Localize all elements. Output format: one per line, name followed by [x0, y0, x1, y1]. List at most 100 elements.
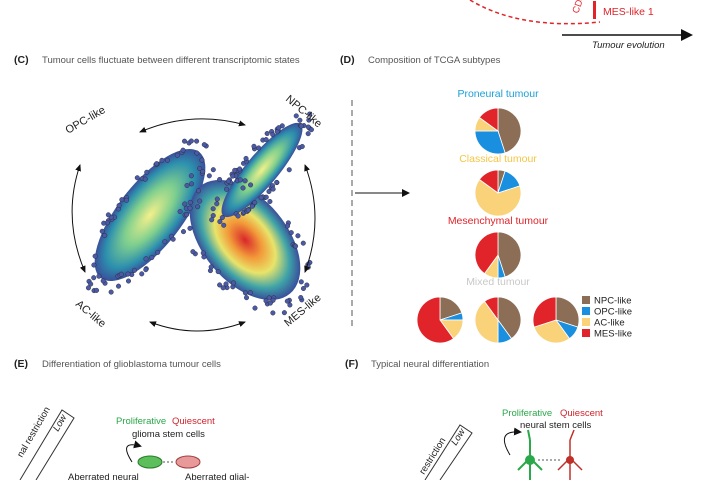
pie-slice — [497, 231, 522, 278]
cell-dot — [251, 143, 257, 149]
loop-arrow — [126, 440, 142, 463]
cell-dot — [304, 282, 310, 288]
soma — [566, 456, 574, 464]
cell-dot — [143, 267, 149, 273]
cell-dot — [266, 188, 272, 194]
cell-dot — [100, 278, 106, 284]
cell-dot — [231, 280, 237, 286]
cell-dot — [242, 178, 248, 184]
cell-dot — [300, 240, 306, 246]
cell-dot — [174, 152, 180, 158]
cell-dot — [125, 271, 131, 277]
cell-dot — [139, 271, 145, 277]
bar — [593, 1, 596, 19]
pie-slice — [497, 296, 522, 340]
pie-title: Mixed tumour — [466, 276, 530, 288]
cell-dot — [180, 147, 186, 153]
label: Aberrated neural — [68, 472, 139, 480]
cell-dot — [217, 219, 223, 225]
cell-dot — [293, 243, 299, 249]
pie-title: Proneural tumour — [457, 88, 539, 100]
legend-swatch — [582, 329, 590, 337]
cell-dot — [182, 138, 188, 144]
cell-dot — [188, 138, 194, 144]
panel-title: Typical neural differentiation — [371, 359, 489, 370]
legend-label: OPC-like — [594, 307, 632, 318]
legend-label: MES-like — [594, 329, 632, 340]
cell-dot — [165, 157, 171, 163]
cell-dot — [105, 212, 111, 218]
cell-dot — [305, 131, 311, 137]
cell-dot — [235, 213, 241, 219]
cell-dot — [123, 197, 129, 203]
cell-dot — [286, 167, 292, 173]
panel-title: Differentiation of glioblastoma tumour c… — [42, 359, 221, 370]
arrow — [71, 164, 86, 273]
cell-dot — [200, 169, 206, 175]
cell-dot — [194, 138, 200, 144]
density-blob — [94, 148, 206, 282]
cell-dot — [142, 176, 148, 182]
label: Aberrated glial- — [185, 472, 249, 480]
soma — [525, 455, 535, 465]
cell-dot — [195, 204, 201, 210]
cell-dot — [293, 113, 299, 119]
panel-title: Composition of TCGA subtypes — [368, 55, 501, 66]
cell-dot — [94, 287, 100, 293]
cell-dot — [188, 173, 194, 179]
cell-dot — [101, 220, 107, 226]
cell-dot — [194, 150, 200, 156]
state-label: MES-like 1 — [603, 6, 654, 18]
pie-slice — [474, 300, 499, 344]
pie-slice — [533, 319, 571, 344]
cell-dot — [232, 167, 238, 173]
density-blob — [221, 122, 303, 218]
density-scatter — [85, 111, 314, 316]
cell-dot — [190, 249, 196, 255]
cell-dot — [249, 203, 255, 209]
pie-slice — [478, 107, 499, 132]
cell-dot — [270, 132, 276, 138]
cell-dot — [237, 166, 243, 172]
cell-dot — [256, 145, 262, 151]
cell-dot — [266, 295, 272, 301]
gradient-bar — [19, 409, 75, 480]
cell-dot — [116, 202, 122, 208]
cell-dot — [217, 176, 223, 182]
cell-dot — [102, 233, 108, 239]
label: glioma stem cells — [132, 429, 205, 440]
cell-dot — [220, 285, 226, 291]
cell-dot — [214, 201, 220, 207]
cell-dot — [200, 250, 206, 256]
cell-dot — [118, 271, 124, 277]
cell-dot — [143, 256, 149, 262]
cell-dot — [210, 213, 216, 219]
label: Quiescent — [560, 408, 603, 419]
pies: Proneural tumour Classical tumour Mesenchy… — [416, 88, 580, 344]
cell-dot — [276, 125, 282, 131]
pie-slice — [474, 130, 506, 155]
cell-dot — [281, 310, 287, 316]
cell-dot — [187, 205, 193, 211]
cell-dot — [298, 295, 304, 301]
cell-dot — [182, 201, 188, 207]
cell-dot — [225, 178, 231, 184]
cell-dot — [210, 167, 216, 173]
cell-dot — [217, 282, 223, 288]
cell-dot — [201, 142, 207, 148]
panel-letter: (D) — [340, 54, 355, 66]
cell-dot — [155, 249, 161, 255]
cell-dot — [306, 117, 312, 123]
legend-label: AC-like — [594, 318, 625, 329]
label: Proliferative — [116, 416, 166, 427]
cell-dot — [119, 197, 125, 203]
cell-dot — [244, 295, 250, 301]
cell-dot — [116, 283, 122, 289]
cell-dot — [88, 281, 94, 287]
cell-dot — [99, 228, 105, 234]
cell-dot — [199, 157, 205, 163]
cell-dot — [195, 188, 201, 194]
cell-dot — [263, 298, 269, 304]
marker-label: CD44 — [570, 0, 589, 15]
cell-dot — [197, 198, 203, 204]
